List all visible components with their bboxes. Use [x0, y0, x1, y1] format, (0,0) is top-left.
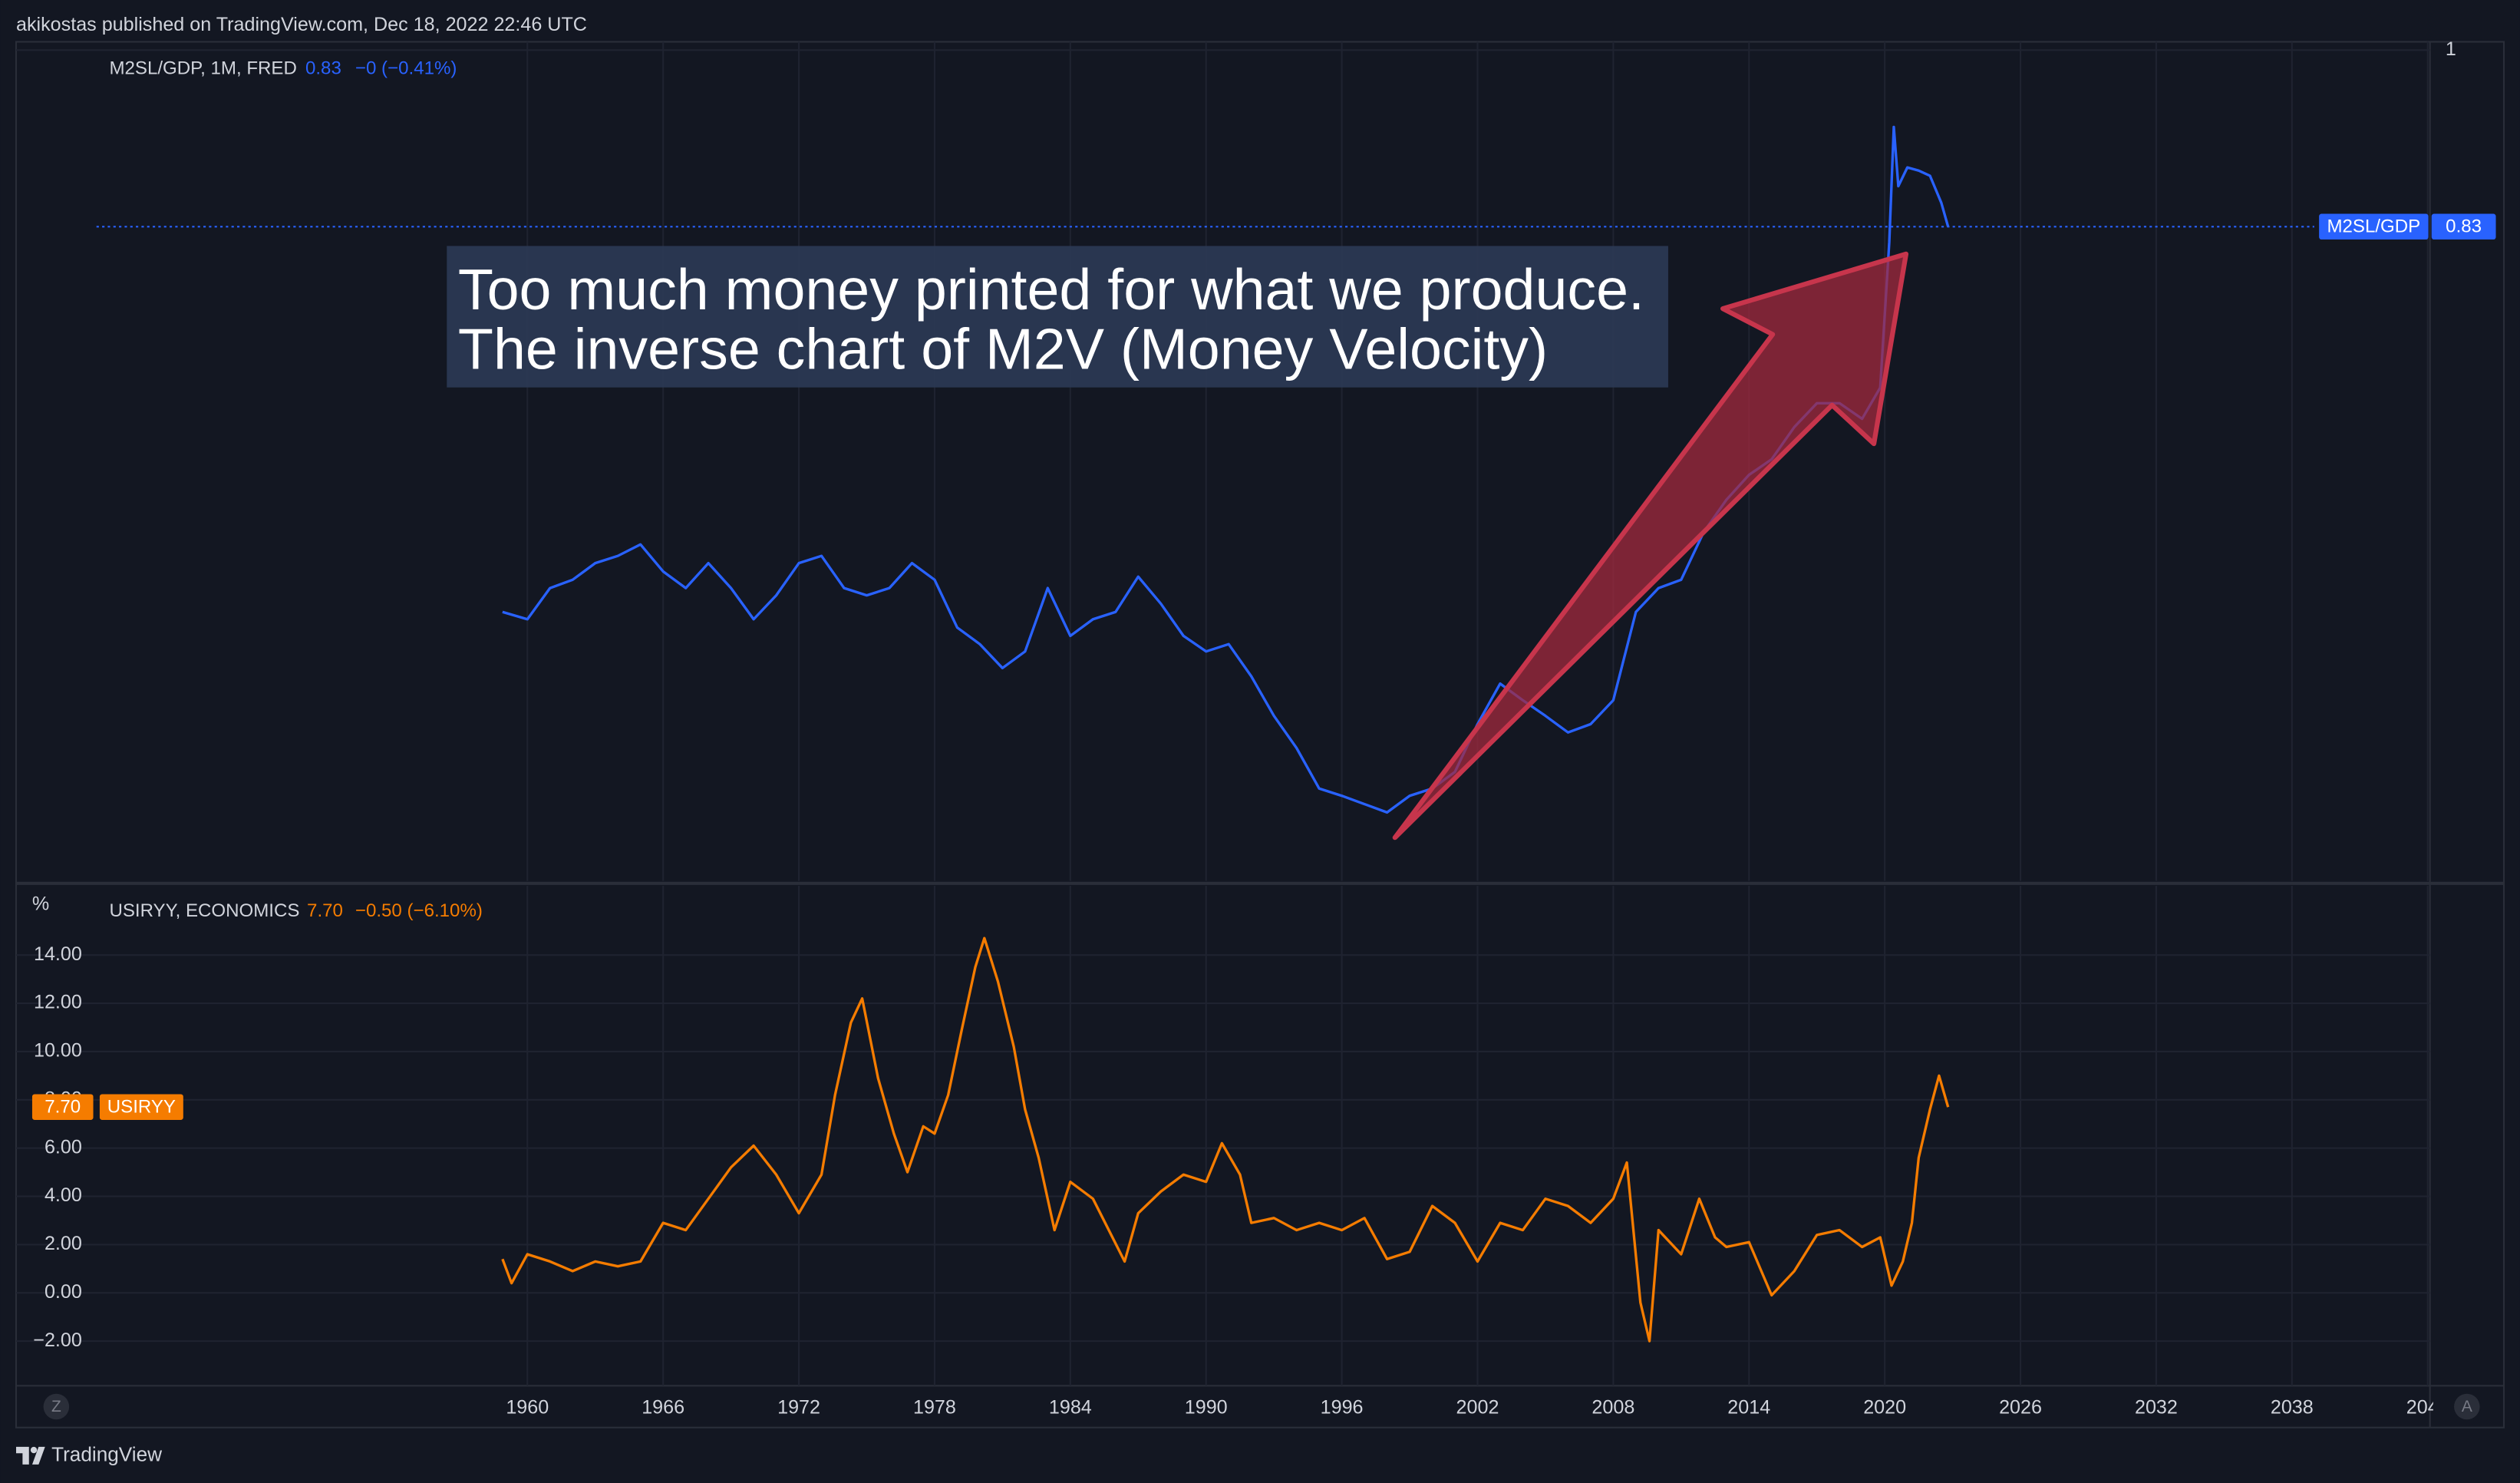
legend-title: M2SL/GDP, 1M, FRED — [109, 58, 296, 78]
x-tick-label: 2014 — [1727, 1396, 1770, 1418]
x-tick-label: 2008 — [1591, 1396, 1634, 1418]
legend-change: −0.50 (−6.10%) — [355, 900, 483, 921]
series-name-tag-label: M2SL/GDP — [2327, 216, 2420, 237]
x-tick-label: 2020 — [1863, 1396, 1906, 1418]
frame — [15, 41, 2505, 1429]
x-tick-label: 1972 — [777, 1396, 820, 1418]
price-tag-label: 0.83 — [2446, 216, 2482, 237]
series-line — [501, 936, 1950, 1343]
series-name-tag — [2319, 213, 2429, 240]
price-tag — [2431, 213, 2496, 240]
x-tick-label: 2038 — [2271, 1396, 2314, 1418]
header: akikostas published on TradingView.com, … — [16, 14, 587, 35]
price-tag-label: 7.70 — [45, 1097, 81, 1118]
series-name-tag-label: USIRYY — [107, 1097, 176, 1118]
y-tick-label: 10.00 — [34, 1040, 82, 1062]
scale-button[interactable] — [2454, 1393, 2480, 1420]
x-tick-label: 1984 — [1049, 1396, 1092, 1418]
y-tick-label: 12.00 — [34, 992, 82, 1013]
y-tick-label: −2.00 — [33, 1329, 82, 1351]
legend-value: 0.83 — [305, 58, 341, 78]
x-tick-label: 1990 — [1185, 1396, 1228, 1418]
y-tick-label: 6.00 — [45, 1136, 82, 1158]
x-tick-label: 2002 — [1456, 1396, 1499, 1418]
annotation-box — [447, 246, 1668, 388]
annotation-line: The inverse chart of M2V (Money Velocity… — [458, 317, 1548, 381]
x-tick-label: 1978 — [913, 1396, 956, 1418]
footer: TradingView — [51, 1442, 162, 1465]
logo — [16, 1446, 45, 1465]
legend-title: USIRYY, ECONOMICS — [109, 900, 299, 921]
legend-value: 7.70 — [307, 900, 343, 921]
y-unit: % — [32, 893, 49, 915]
x-tick-label: 1960 — [506, 1396, 549, 1418]
annotation-line: Too much money printed for what we produ… — [458, 257, 1644, 322]
price-tag — [31, 1094, 94, 1120]
x-tick-label: 2026 — [1999, 1396, 2042, 1418]
arrow-annotation — [1392, 251, 1909, 841]
scale-button-label[interactable]: Z — [51, 1398, 61, 1415]
x-tick-label: 2044 — [2406, 1396, 2449, 1418]
y-tick-label: 1 — [2446, 38, 2456, 60]
series-name-tag — [99, 1094, 183, 1120]
x-tick-label: 1996 — [1321, 1396, 1364, 1418]
scale-button[interactable] — [43, 1393, 70, 1420]
y-tick-label: 0.00 — [45, 1281, 82, 1303]
y-tick-label: 2.00 — [45, 1233, 82, 1254]
y-tick-label: 4.00 — [45, 1184, 82, 1206]
y-tick-label: 14.00 — [34, 943, 82, 965]
x-tick-label: 1966 — [642, 1396, 684, 1418]
x-tick-label: 2032 — [2135, 1396, 2178, 1418]
legend-change: −0 (−0.41%) — [355, 58, 457, 78]
scale-button-label[interactable]: A — [2462, 1398, 2472, 1415]
